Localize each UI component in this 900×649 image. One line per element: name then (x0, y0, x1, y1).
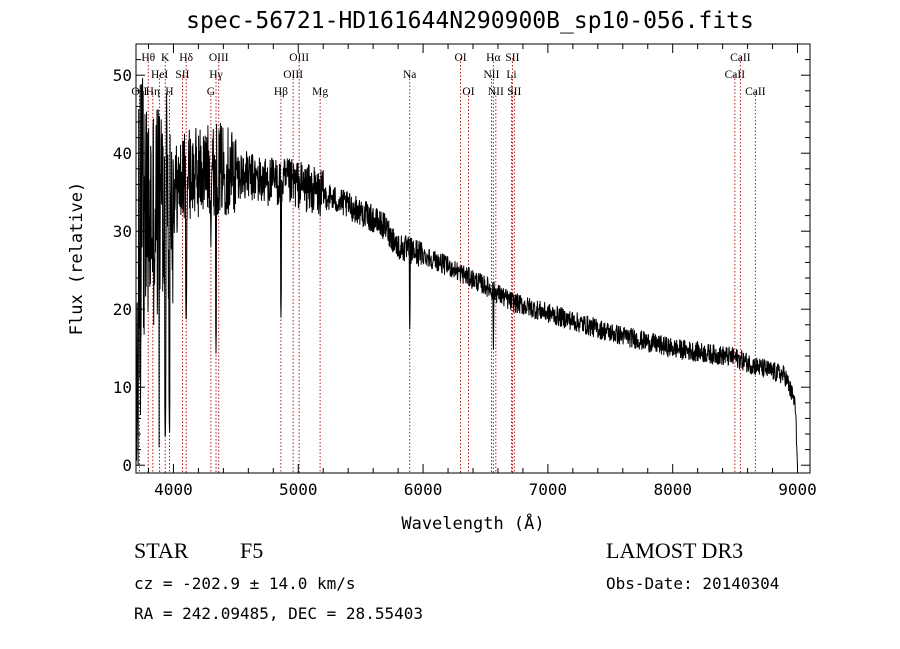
line-label: Hβ (274, 86, 288, 98)
line-label: NII (488, 86, 504, 98)
line-label: Hδ (179, 52, 193, 64)
line-label: G (207, 86, 215, 98)
x-tick-label: 6000 (404, 480, 443, 499)
line-label: HeI (151, 69, 168, 81)
y-tick-label: 10 (113, 378, 132, 397)
line-label: OIII (289, 52, 309, 64)
line-label-layer: OIIHθHηHeIKHSIIHδGHγOIIIHβOIIIOIIIMgNaOI… (131, 52, 765, 98)
line-label: OIII (283, 69, 303, 81)
line-label: K (161, 52, 170, 64)
x-tick-label: 5000 (279, 480, 318, 499)
x-axis-label: Wavelength (Å) (401, 512, 544, 534)
line-label: Hθ (141, 52, 155, 64)
line-label: Mg (312, 86, 328, 98)
y-tick-label: 0 (122, 456, 132, 475)
line-label: OIII (209, 52, 229, 64)
observation-date: Obs-Date: 20140304 (606, 574, 780, 593)
line-label: Hα (486, 52, 500, 64)
line-label: OII (131, 86, 147, 98)
line-label: SII (505, 52, 519, 64)
chart-title: spec-56721-HD161644N290900B_sp10-056.fit… (186, 8, 754, 34)
coordinates: RA = 242.09485, DEC = 28.55403 (134, 604, 423, 623)
line-label: SII (507, 86, 521, 98)
line-label: OI (462, 86, 474, 98)
y-tick-label: 40 (113, 144, 132, 163)
x-tick-label: 9000 (778, 480, 817, 499)
object-class: STAR (134, 538, 189, 563)
survey-name: LAMOST DR3 (606, 538, 744, 563)
spectrum-layer (135, 77, 798, 466)
line-label: H (165, 86, 173, 98)
x-tick-label: 8000 (653, 480, 692, 499)
axis-ticks: 4000 5000 6000 7000 8000 9000 0 10 20 30 40 50 (113, 44, 817, 499)
redshift-velocity: cz = -202.9 ± 14.0 km/s (134, 574, 356, 593)
y-tick-label: 50 (113, 66, 132, 85)
line-label: OI (454, 52, 466, 64)
line-label: Hγ (209, 69, 222, 81)
plot-frame (135, 43, 811, 474)
line-label: CaII (725, 69, 746, 81)
y-tick-label: 20 (113, 300, 132, 319)
line-label: Hη (146, 86, 160, 98)
line-label: Na (403, 69, 416, 81)
y-axis-label: Flux (relative) (67, 182, 87, 336)
y-tick-label: 30 (113, 222, 132, 241)
line-label: Li (506, 69, 516, 81)
line-label: CaII (745, 86, 766, 98)
spectrum-line (135, 77, 798, 466)
line-label: CaII (730, 52, 751, 64)
line-label: SII (175, 69, 189, 81)
x-tick-label: 4000 (154, 480, 193, 499)
x-tick-label: 7000 (529, 480, 568, 499)
line-label: NII (483, 69, 499, 81)
object-subclass: F5 (240, 538, 264, 563)
